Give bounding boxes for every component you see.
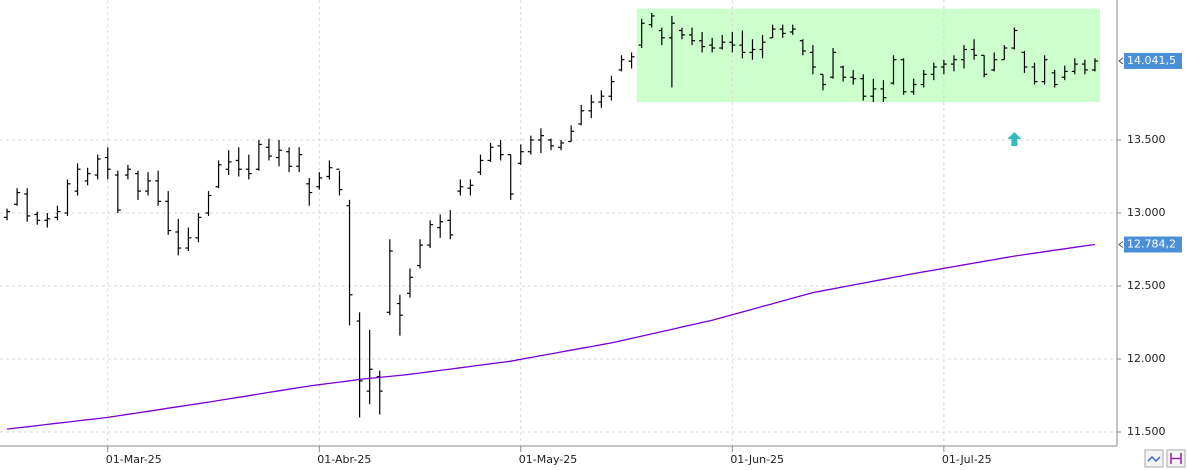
last-value-box <box>1124 236 1182 253</box>
period-icon <box>1170 453 1182 464</box>
zoom-icon <box>1147 455 1161 463</box>
x-tick-label: 01-Abr-25 <box>317 453 371 466</box>
y-tick-label: 12.000 <box>1127 352 1166 365</box>
signal-arrow <box>1007 132 1022 147</box>
x-tick-label: 01-Mar-25 <box>106 453 162 466</box>
last-value-label: 12.784,2 <box>1127 238 1176 251</box>
last-value-pointer <box>1118 241 1124 248</box>
x-tick-label: 01-Jun-25 <box>730 453 784 466</box>
last-value-box <box>1124 52 1182 69</box>
last-value-label: 14.041,5 <box>1127 54 1176 67</box>
y-tick-label: 12.500 <box>1127 279 1166 292</box>
y-tick-label: 11.500 <box>1127 425 1166 438</box>
plot-area <box>0 0 1117 445</box>
x-tick-label: 01-Jul-25 <box>942 453 992 466</box>
y-tick-label: 13.500 <box>1127 133 1166 146</box>
range-highlight <box>636 8 1100 103</box>
last-value-pointer <box>1118 57 1124 65</box>
x-tick-label: 01-May-25 <box>519 453 577 466</box>
moving-average-line <box>6 243 1096 430</box>
y-tick-label: 13.000 <box>1127 206 1166 219</box>
